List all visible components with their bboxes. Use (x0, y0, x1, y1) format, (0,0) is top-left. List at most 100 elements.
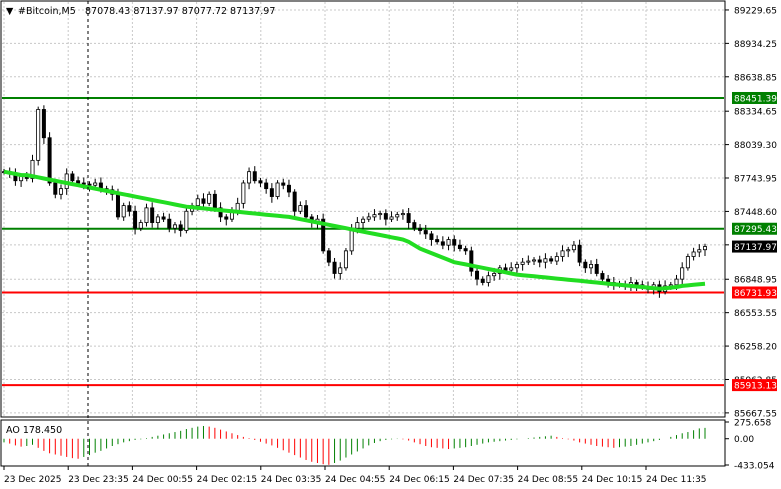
grid (2, 2, 724, 416)
candle-body (395, 214, 400, 218)
time-axis: 23 Dec 2025 23 Dec 23:35 24 Dec 00:55 24 De… (3, 466, 707, 485)
y-tick-label: 88334.65 (734, 108, 777, 118)
y-tick-label: 88934.25 (734, 40, 777, 50)
candle-body (115, 193, 120, 218)
ao-tick-label: 275.658 (734, 419, 771, 429)
level-tags: 88451.39 87295.43 86731.93 85913.13 87137.97 (732, 91, 777, 392)
candle-body (674, 278, 679, 286)
ohlc-readout: 87078.43 87137.97 87077.72 87137.97 (85, 6, 275, 17)
candle-body (685, 256, 690, 269)
y-tick-label: 88039.30 (734, 141, 777, 151)
y-tick-label: 89229.65 (734, 6, 777, 16)
candle-body (184, 210, 189, 231)
candle-body (127, 205, 132, 212)
candle-body (469, 250, 474, 272)
level-tag-label: 85913.13 (734, 382, 777, 392)
y-tick-label: 85667.55 (734, 409, 777, 419)
candle-body (87, 183, 92, 186)
level-tag-label: 87295.43 (734, 225, 777, 235)
ao-tick-label: -433.054 (734, 462, 775, 472)
candle-body (600, 273, 605, 280)
candle-body (361, 218, 366, 223)
level-tag-label: 86731.93 (734, 289, 777, 299)
candle-body (281, 182, 286, 186)
candle-body (520, 261, 525, 265)
candle-body (372, 214, 377, 218)
candle-body (680, 267, 685, 280)
candle-body (332, 261, 337, 274)
x-tick-label: 24 Dec 11:35 (646, 475, 707, 485)
candle-body (514, 264, 519, 269)
candle-body (224, 216, 229, 220)
x-tick-label: 23 Dec 23:35 (68, 475, 129, 485)
candle-body (81, 182, 86, 185)
ao-axis: 275.658 0.00 -433.054 (725, 419, 775, 472)
ao-label: AO 178.450 (6, 425, 62, 436)
candle-body (144, 207, 149, 223)
current-price-label: 87137.97 (734, 243, 777, 253)
candle-body (463, 248, 468, 252)
candle-body (292, 191, 297, 212)
ao-tick-label: 0.00 (734, 435, 754, 445)
moving-average-line (3, 169, 706, 291)
candle-body (560, 250, 565, 257)
candle-body (264, 182, 269, 190)
candle-body (366, 216, 371, 220)
candle-body (70, 173, 75, 182)
candle-body (41, 109, 46, 139)
y-tick-label: 86848.95 (734, 276, 777, 286)
x-tick-label: 24 Dec 00:55 (132, 475, 193, 485)
candle-body (207, 193, 212, 204)
candle-body (589, 264, 594, 269)
candle-body (178, 224, 183, 231)
x-tick-label: 24 Dec 03:35 (261, 475, 322, 485)
candle-body (58, 188, 63, 195)
candle-body (218, 207, 223, 218)
candle-body (121, 205, 126, 218)
candle-body (475, 270, 480, 280)
x-tick-label: 24 Dec 08:55 (518, 475, 579, 485)
header-arrow-icon[interactable]: ▼ (6, 6, 14, 17)
y-tick-label: 88638.85 (734, 73, 777, 83)
candle-body (304, 205, 309, 218)
candle-body (503, 267, 508, 271)
candle-body (172, 224, 177, 229)
candle-body (389, 216, 394, 220)
y-tick-label: 86553.55 (734, 309, 777, 319)
candle-body (537, 259, 542, 263)
candle-body (697, 249, 702, 253)
candle-body (212, 193, 217, 209)
candle-body (509, 267, 514, 271)
candle-body (150, 207, 155, 223)
candle-body (571, 244, 576, 251)
candle-body (275, 182, 280, 197)
y-tick-label: 87448.60 (734, 208, 777, 218)
candle-body (440, 241, 445, 246)
level-tag-bg (732, 286, 777, 299)
candle-body (703, 246, 708, 251)
candle-body (554, 256, 559, 262)
candle-body (321, 218, 326, 252)
level-tag-bg (732, 222, 777, 235)
candle-body (36, 109, 41, 161)
candle-body (155, 216, 160, 223)
symbol-label: #Bitcoin,M5 (18, 6, 76, 17)
candle-body (691, 251, 696, 257)
level-tag-bg (732, 379, 777, 392)
candle-body (532, 259, 537, 262)
ao-pane-border (0, 419, 726, 467)
candle-body (480, 278, 485, 283)
candle-body (566, 249, 571, 252)
candle-body (298, 205, 303, 212)
candle-body (161, 216, 166, 220)
candle-body (47, 137, 52, 184)
candle-body (133, 210, 138, 229)
candle-body (383, 213, 388, 220)
x-tick-label: 24 Dec 04:55 (325, 475, 386, 485)
candle-body (418, 227, 423, 231)
candle-body (594, 264, 599, 274)
candle-body (326, 250, 331, 263)
candle-body (486, 275, 491, 283)
candle-body (577, 244, 582, 263)
